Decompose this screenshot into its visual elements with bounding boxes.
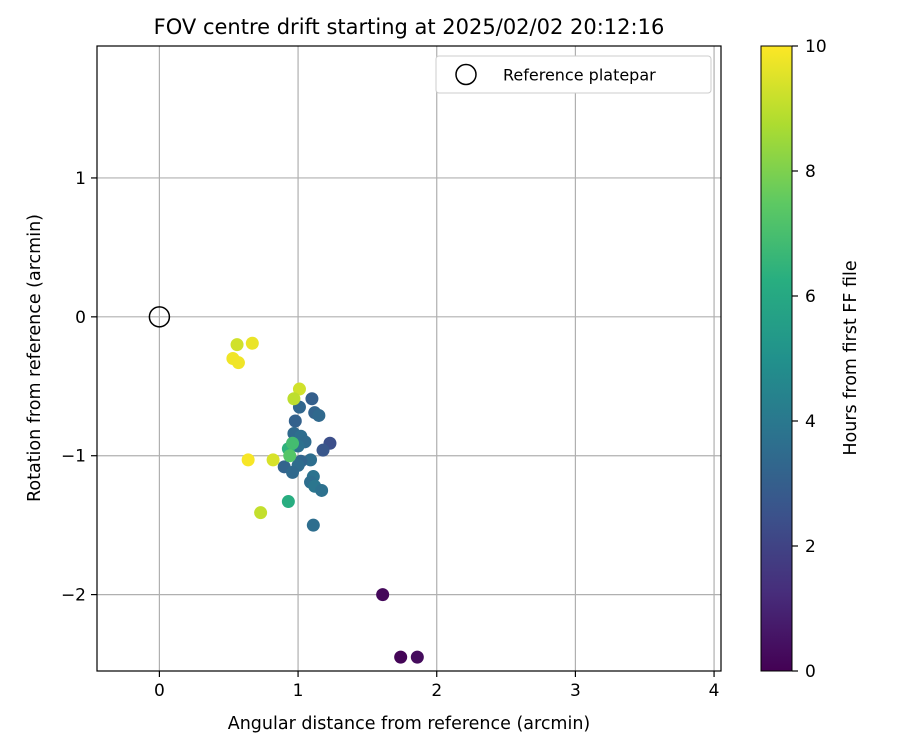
- data-point: [305, 392, 319, 406]
- colorbar-tick-label: 10: [805, 37, 827, 57]
- x-axis-label: Angular distance from reference (arcmin): [228, 714, 591, 734]
- data-point: [304, 453, 318, 467]
- y-axis-ticks: −2 −1 0 1: [61, 169, 97, 606]
- data-point: [288, 414, 302, 428]
- legend-label: Reference platepar: [503, 66, 656, 85]
- x-tick-label: 0: [154, 681, 165, 701]
- colorbar-tick-label: 6: [805, 287, 816, 307]
- colorbar-ticks: 0 2 4 6 8 10: [792, 37, 827, 682]
- data-point: [376, 588, 390, 602]
- colorbar-tick-label: 8: [805, 162, 816, 182]
- colorbar-tick-label: 4: [805, 412, 816, 432]
- colorbar-gradient: [760, 45, 793, 672]
- data-point: [286, 436, 300, 450]
- y-tick-label: 1: [75, 169, 86, 189]
- data-point: [315, 483, 329, 497]
- data-point: [281, 495, 295, 509]
- reference-marker: [148, 306, 171, 328]
- colorbar-tick-label: 2: [805, 537, 816, 557]
- y-tick-label: −2: [61, 586, 86, 606]
- data-point: [286, 465, 300, 479]
- data-point: [394, 650, 408, 664]
- data-point: [245, 336, 259, 350]
- colorbar: 0 2 4 6 8 10 Hours from first FF file: [760, 37, 861, 682]
- data-point: [231, 356, 245, 370]
- data-point: [292, 382, 306, 396]
- data-point: [254, 506, 268, 520]
- data-point: [230, 338, 244, 352]
- x-axis-ticks: 0 1 2 3 4: [154, 671, 719, 701]
- data-point: [312, 408, 326, 422]
- data-point: [266, 453, 280, 467]
- x-tick-label: 3: [570, 681, 581, 701]
- data-point: [283, 449, 297, 463]
- data-point: [410, 650, 424, 664]
- x-tick-label: 1: [293, 681, 304, 701]
- grid-lines: [97, 46, 721, 671]
- y-axis-label: Rotation from reference (arcmin): [25, 214, 45, 502]
- plot-frame: [96, 45, 722, 672]
- x-tick-label: 4: [709, 681, 720, 701]
- data-point: [287, 392, 301, 406]
- x-tick-label: 2: [431, 681, 442, 701]
- data-points: [226, 336, 424, 664]
- y-tick-label: 0: [75, 308, 86, 328]
- y-tick-label: −1: [61, 447, 86, 467]
- data-point: [306, 518, 320, 532]
- colorbar-tick-label: 0: [805, 662, 816, 682]
- data-point: [241, 453, 255, 467]
- legend-box: [435, 55, 712, 94]
- chart-title: FOV centre drift starting at 2025/02/02 …: [154, 15, 665, 39]
- colorbar-label: Hours from first FF file: [841, 260, 861, 455]
- legend: Reference platepar: [435, 55, 712, 94]
- data-point: [316, 443, 330, 457]
- legend-marker: [455, 63, 477, 86]
